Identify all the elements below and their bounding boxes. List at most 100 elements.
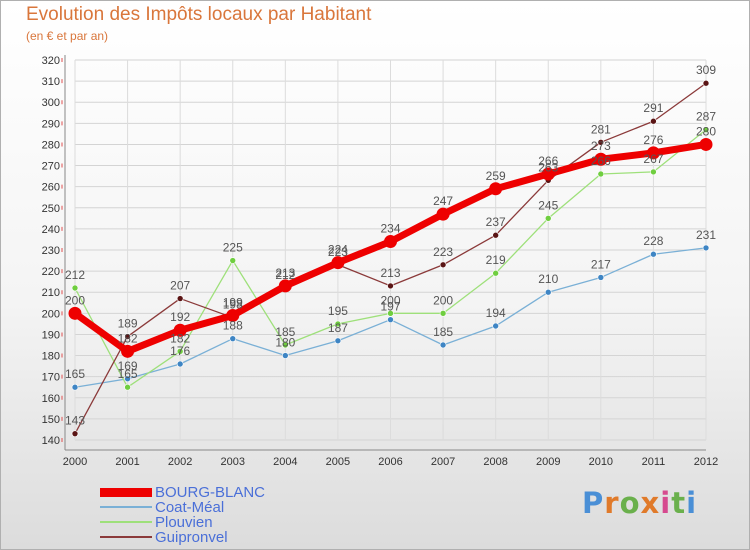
data-label: 291 (643, 101, 663, 115)
data-point (176, 295, 184, 302)
y-tick-label: 260 (42, 182, 60, 194)
data-point (124, 375, 131, 383)
x-tick-label: 2002 (168, 456, 192, 468)
data-point (597, 274, 605, 281)
data-label: 165 (65, 367, 85, 381)
y-tick-label: 250 (42, 203, 60, 215)
data-label: 187 (328, 321, 348, 335)
x-tick-label: 2004 (273, 456, 297, 468)
y-tick-label: 200 (42, 308, 60, 320)
data-label: 188 (223, 319, 243, 333)
data-label: 224 (328, 243, 348, 257)
data-point (387, 282, 394, 290)
data-label: 182 (118, 331, 138, 345)
data-label: 207 (170, 279, 190, 293)
data-label: 213 (275, 266, 295, 280)
data-point (439, 261, 447, 269)
legend-swatch (100, 521, 152, 523)
data-point (544, 215, 552, 222)
data-label: 234 (380, 222, 400, 236)
legend-swatch (100, 506, 152, 508)
data-point (650, 250, 657, 258)
data-point (492, 322, 499, 330)
chart-title: Evolution des Impôts locaux par Habitant (26, 4, 372, 25)
y-tick-label: 220 (42, 266, 60, 278)
data-label: 199 (223, 295, 243, 309)
data-label: 259 (486, 169, 506, 183)
data-point (699, 137, 713, 151)
legend-swatch (100, 536, 152, 538)
brand-letter: i (660, 486, 672, 520)
data-point (71, 383, 79, 391)
y-tick-label: 140 (42, 435, 60, 447)
legend-label: Guipronvel (155, 529, 228, 546)
brand-letter: i (686, 486, 698, 520)
data-point (226, 308, 240, 322)
brand-letter: P (582, 486, 605, 520)
y-tick-label: 280 (42, 139, 60, 151)
data-point (334, 337, 342, 345)
data-label: 263 (538, 160, 558, 174)
data-label: 143 (65, 414, 85, 428)
data-point (331, 256, 345, 270)
data-label: 185 (275, 325, 295, 339)
data-point (124, 383, 131, 391)
brand-letter: r (604, 486, 620, 520)
proxiti-logo: Proxiti (582, 486, 697, 520)
data-label: 180 (275, 336, 295, 350)
data-label: 237 (486, 215, 506, 229)
y-tick-label: 230 (42, 245, 60, 257)
data-label: 219 (486, 253, 506, 267)
data-label: 212 (65, 268, 85, 282)
data-label: 245 (538, 198, 558, 212)
y-tick-label: 210 (42, 287, 60, 299)
x-tick-label: 2001 (115, 456, 139, 468)
data-point (439, 341, 447, 349)
series-lines (68, 79, 713, 437)
data-point (71, 284, 79, 292)
data-point (594, 152, 608, 166)
x-tick-label: 2006 (378, 456, 402, 468)
x-tick-label: 2003 (221, 456, 245, 468)
brand-letter: x (640, 486, 661, 520)
data-label: 247 (433, 194, 453, 208)
y-tick-label: 150 (42, 414, 60, 426)
data-label: 281 (591, 122, 611, 136)
data-point (282, 341, 289, 349)
data-point (439, 310, 447, 317)
data-label: 223 (328, 245, 348, 259)
legend-label: Coat-Méal (155, 499, 225, 516)
data-point (334, 320, 342, 328)
data-label: 185 (433, 325, 453, 339)
data-point (702, 126, 710, 133)
data-point (489, 182, 503, 196)
data-label: 266 (538, 154, 558, 168)
y-tick-label: 190 (42, 329, 60, 341)
data-point (278, 279, 292, 293)
data-label: 198 (223, 298, 243, 312)
legend-label: Plouvien (155, 514, 213, 531)
brand-letter: o (619, 486, 641, 520)
data-label: 200 (380, 293, 400, 307)
x-tick-label: 2011 (642, 456, 666, 468)
data-point (436, 207, 450, 221)
data-label: 169 (118, 359, 138, 373)
data-label: 195 (328, 304, 348, 318)
x-tick-label: 2012 (694, 456, 718, 468)
data-label: 200 (65, 293, 85, 307)
data-label: 266 (591, 154, 611, 168)
data-point (597, 139, 605, 146)
data-point (387, 310, 394, 317)
data-label: 189 (118, 317, 138, 331)
data-label: 194 (486, 306, 506, 320)
y-tick-label: 310 (42, 76, 60, 88)
data-label: 210 (538, 272, 558, 286)
data-label: 212 (275, 268, 295, 282)
data-label: 280 (696, 124, 716, 138)
y-tick-label: 300 (42, 97, 60, 109)
data-point (702, 79, 710, 87)
data-point (492, 269, 499, 277)
data-point (71, 430, 79, 437)
